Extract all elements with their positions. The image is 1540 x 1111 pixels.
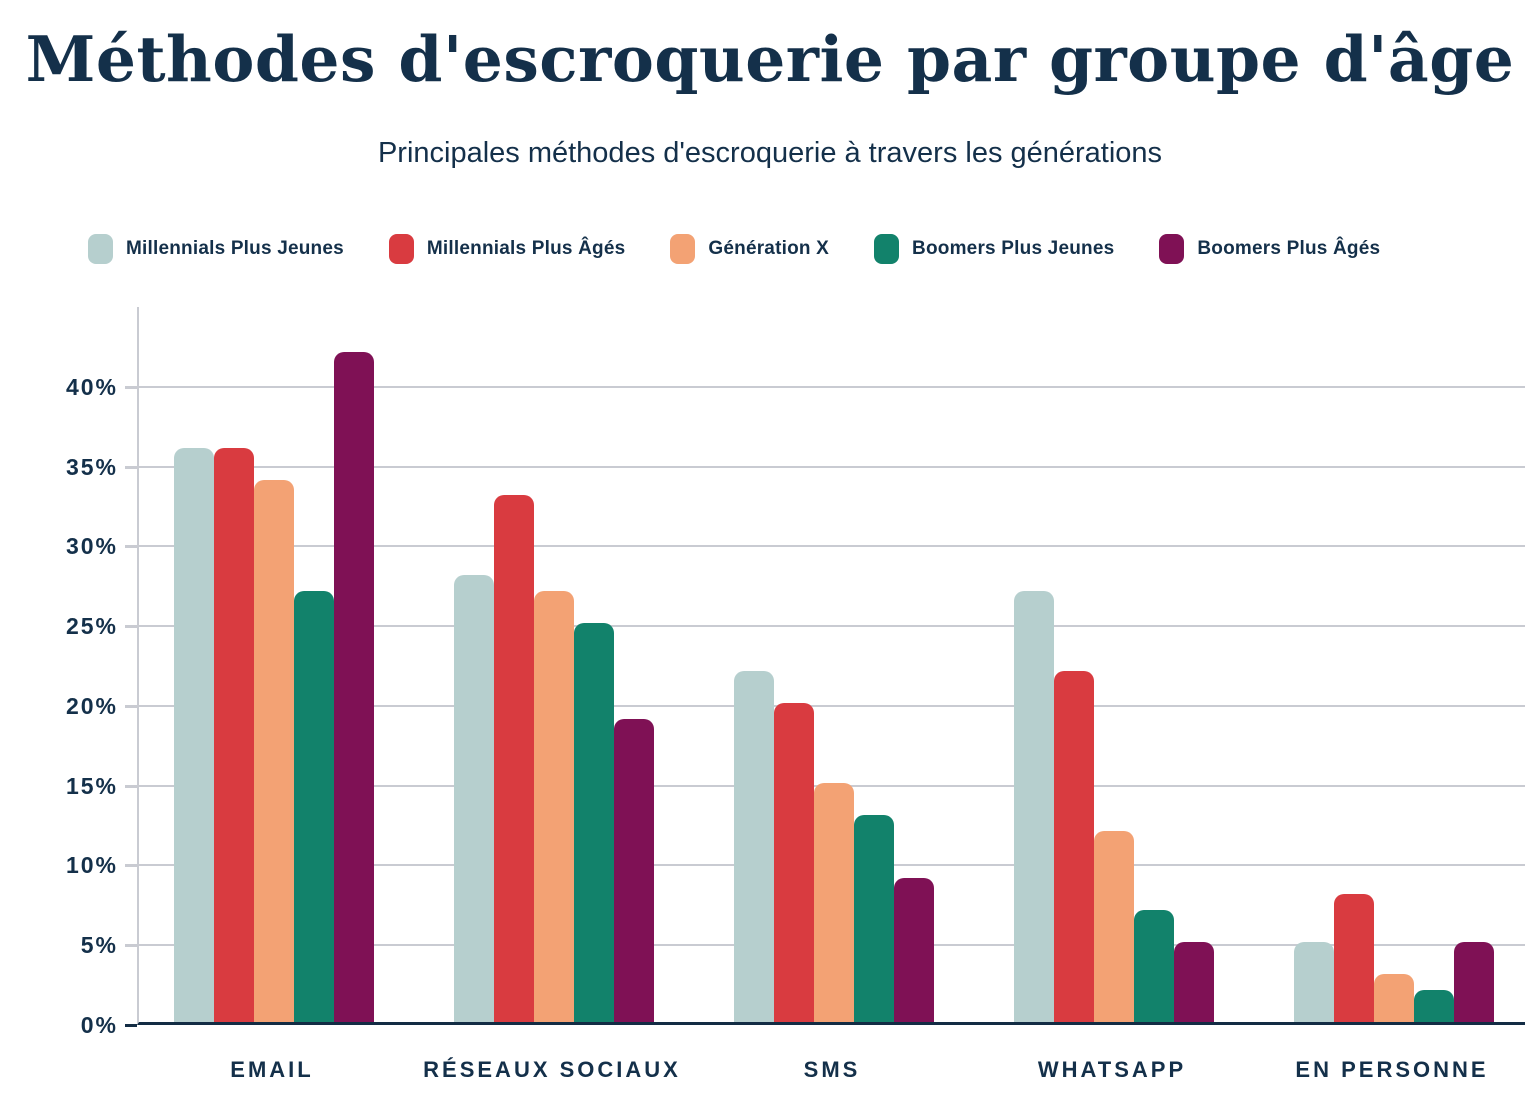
y-tick-label-10: 10% [65,852,118,879]
y-tick-label-0: 0% [80,1012,118,1038]
y-tick-0 [125,1024,137,1027]
y-tick-label-25: 25% [65,613,118,640]
y-tick-label-40: 40% [65,373,118,400]
bar-email-boomers-plus-jeunes [294,591,334,1022]
legend-label: Boomers Plus Âgés [1197,238,1381,259]
legend-item-boomers-plus-ages: Boomers Plus Âgés [1159,234,1380,264]
y-tick-label-35: 35% [65,453,118,480]
y-tick-10 [125,864,137,868]
legend: Millennials Plus Jeunes Millennials Plus … [88,234,1380,264]
y-tick-20 [125,704,137,708]
legend-swatch-icon [874,234,900,264]
gridline-25 [139,625,1525,628]
bar-sms-millennials-plus-ages [774,702,814,1022]
bar-email-millennials-plus-ages [214,447,254,1022]
legend-swatch-icon [670,234,696,264]
bar-sms-generation-x [814,782,854,1022]
legend-swatch-icon [388,234,414,264]
bar-whatsapp-boomers-plus-jeunes [1134,910,1174,1022]
x-axis-label-en-personne: EN PERSONNE [1295,1057,1489,1082]
bar-whatsapp-millennials-plus-jeunes [1014,591,1054,1022]
bar-group-whatsapp [1014,307,1214,1022]
bar-reseaux-sociaux-millennials-plus-ages [494,495,534,1022]
y-tick-25 [125,625,137,629]
plot-area [137,307,1525,1025]
x-axis-label-whatsapp: WHATSAPP [1037,1057,1187,1082]
bar-en-personne-boomers-plus-ages [1454,942,1494,1022]
y-tick-label-30: 30% [65,533,118,560]
legend-item-millennials-plus-ages: Millennials Plus Âgés [388,234,626,264]
chart-subtitle: Principales méthodes d'escroquerie à tra… [377,137,1163,169]
legend-swatch-icon [1159,234,1185,264]
bar-en-personne-generation-x [1374,974,1414,1022]
bar-group-sms [734,307,934,1022]
y-tick-15 [125,784,137,788]
y-tick-5 [125,944,137,948]
bar-whatsapp-generation-x [1094,830,1134,1022]
x-axis-label-reseaux-sociaux: RÉSEAUX SOCIAUX [423,1057,681,1082]
legend-label: Millennials Plus Jeunes [126,238,344,259]
bar-email-boomers-plus-ages [334,351,374,1022]
bar-reseaux-sociaux-millennials-plus-jeunes [454,575,494,1022]
bar-sms-boomers-plus-ages [894,878,934,1022]
bar-group-reseaux-sociaux [454,307,654,1022]
gridline-40 [139,385,1525,388]
legend-label: Génération X [708,238,830,259]
bar-sms-millennials-plus-jeunes [734,670,774,1022]
x-axis-label-sms: SMS [803,1057,861,1082]
bar-group-email [174,307,374,1022]
y-tick-label-5: 5% [80,932,118,959]
chart-title: Méthodes d'escroquerie par groupe d'âge [25,22,1515,96]
bar-email-generation-x [254,479,294,1022]
bar-reseaux-sociaux-generation-x [534,591,574,1022]
y-tick-label-20: 20% [65,692,118,719]
y-tick-35 [125,465,137,469]
x-axis-label-email: EMAIL [230,1057,314,1082]
bar-en-personne-millennials-plus-jeunes [1294,942,1334,1022]
y-tick-40 [125,385,137,389]
gridline-20 [139,704,1525,707]
legend-label: Boomers Plus Jeunes [912,238,1115,259]
legend-item-generation-x: Génération X [670,234,829,264]
bar-sms-boomers-plus-jeunes [854,814,894,1022]
bar-email-millennials-plus-jeunes [174,447,214,1022]
bar-whatsapp-millennials-plus-ages [1054,670,1094,1022]
legend-item-boomers-plus-jeunes: Boomers Plus Jeunes [874,234,1114,264]
y-tick-label-15: 15% [65,772,118,799]
bar-whatsapp-boomers-plus-ages [1174,942,1214,1022]
gridline-30 [139,545,1525,548]
bar-reseaux-sociaux-boomers-plus-ages [614,718,654,1022]
legend-item-millennials-plus-jeunes: Millennials Plus Jeunes [88,234,344,264]
bar-en-personne-boomers-plus-jeunes [1414,990,1454,1022]
gridline-35 [139,465,1525,468]
bar-group-en-personne [1294,307,1494,1022]
bar-reseaux-sociaux-boomers-plus-jeunes [574,623,614,1022]
y-tick-30 [125,545,137,549]
bar-en-personne-millennials-plus-ages [1334,894,1374,1022]
legend-swatch-icon [88,234,113,264]
legend-label: Millennials Plus Âgés [426,238,626,259]
